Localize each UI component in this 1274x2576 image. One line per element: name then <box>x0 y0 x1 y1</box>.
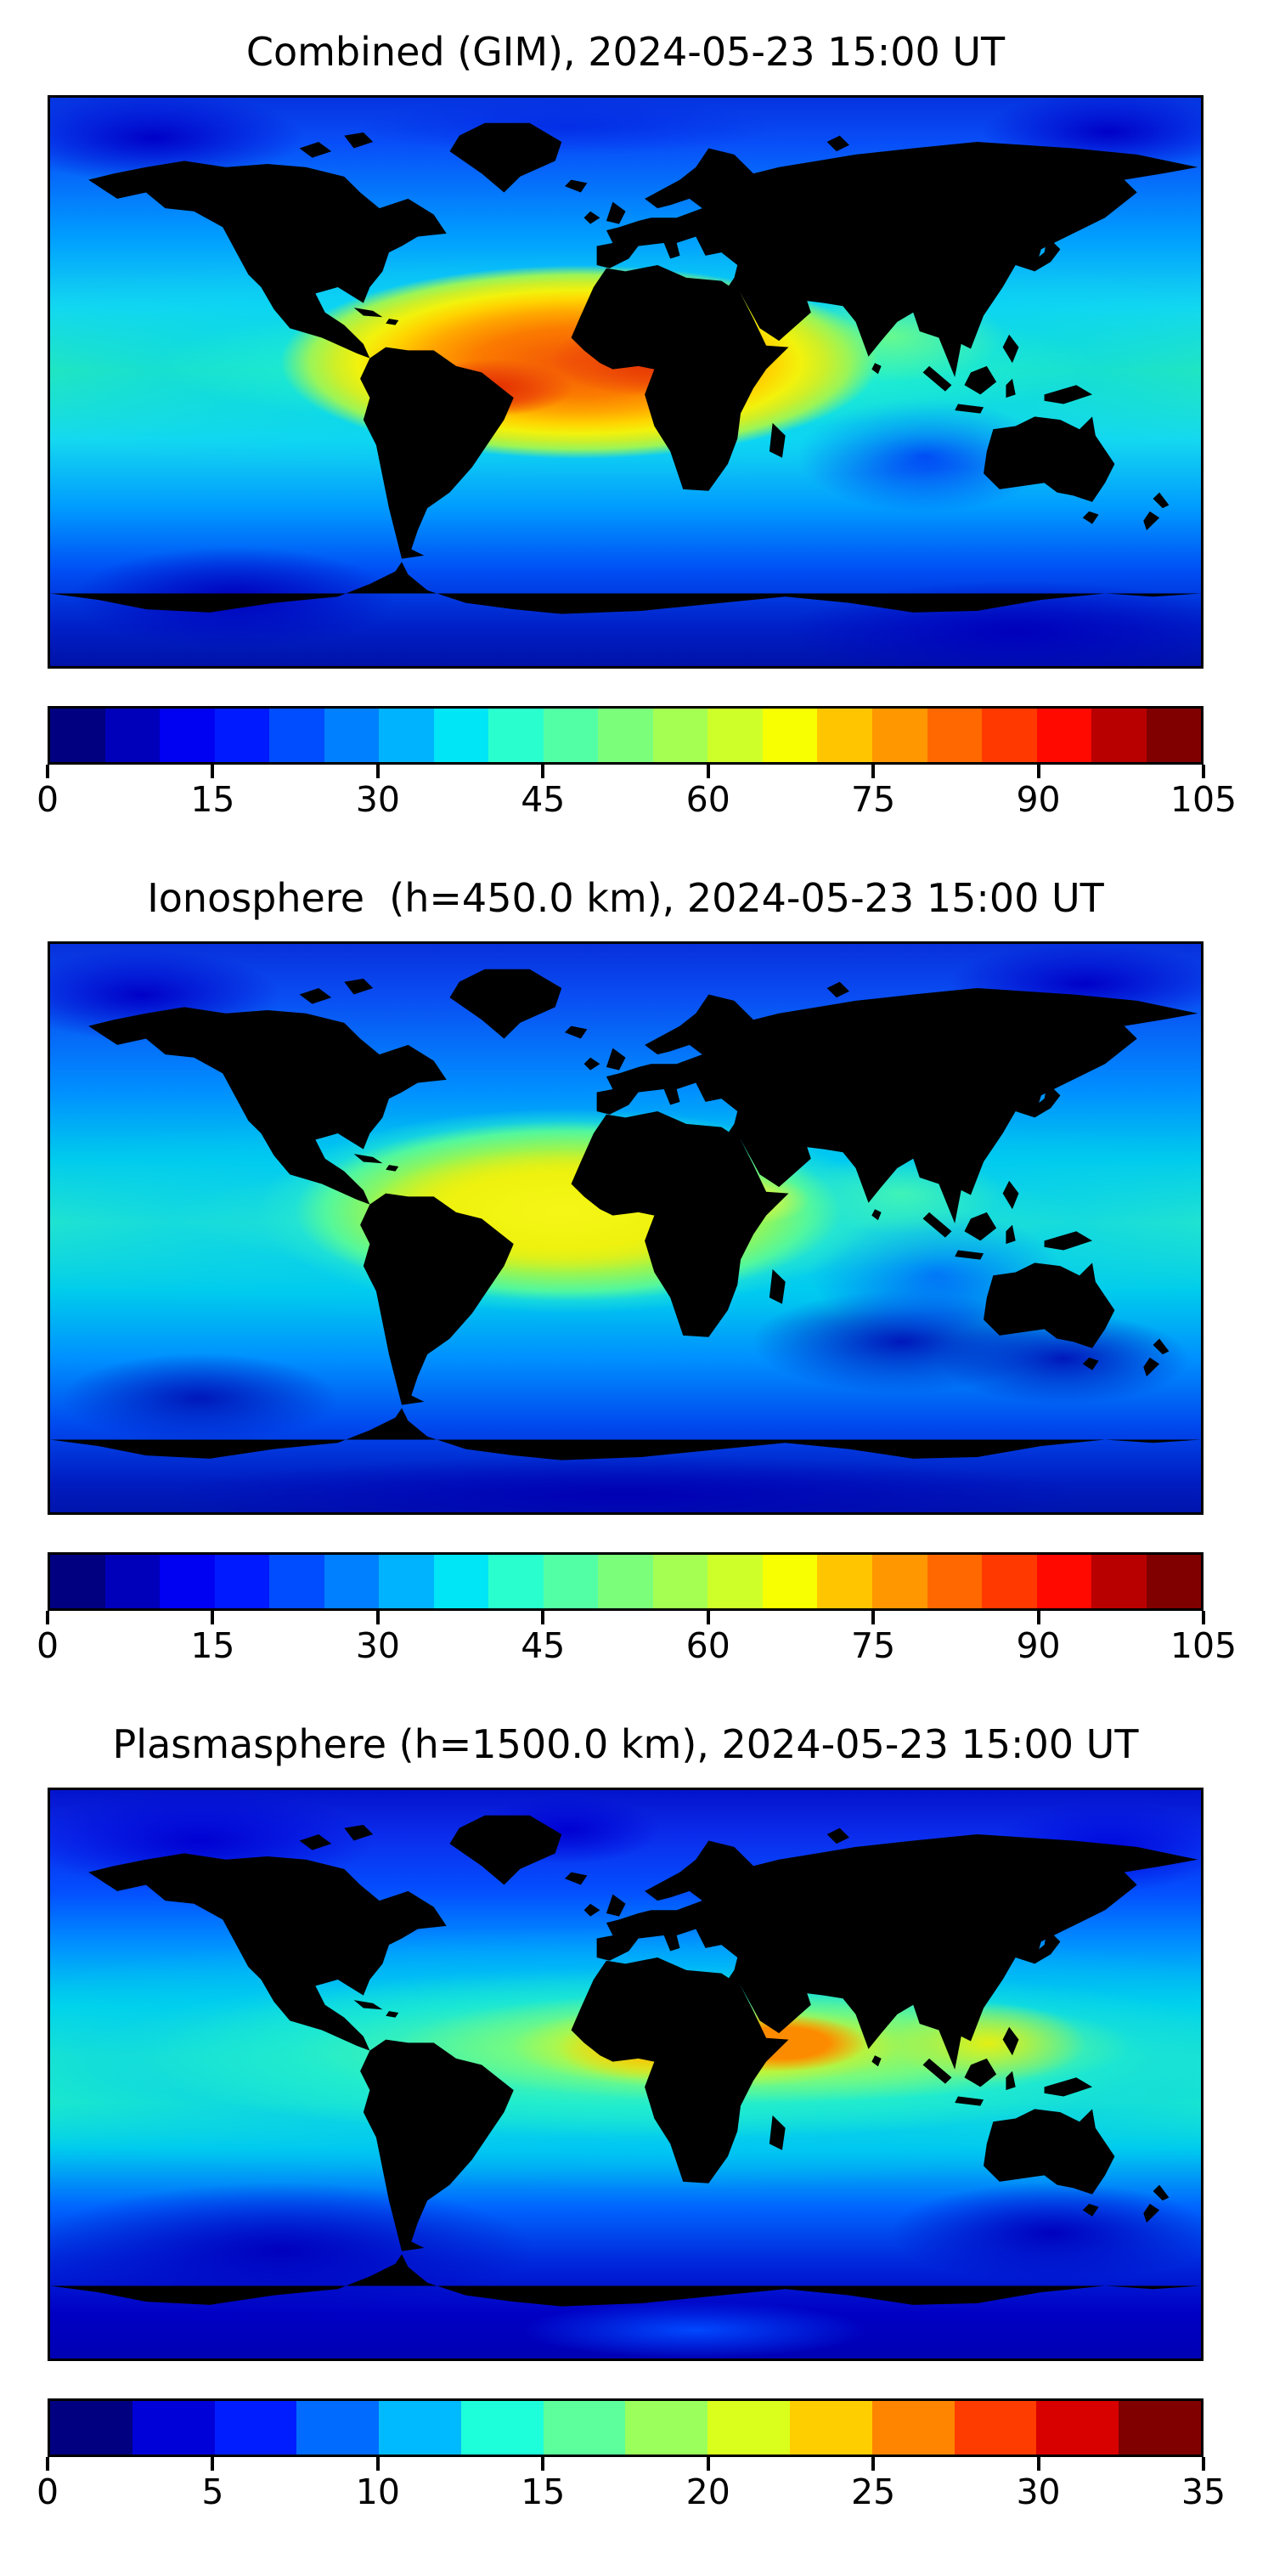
colorbar-tick-label: 35 <box>1181 2471 1226 2512</box>
colorbar-tick-mark <box>871 765 876 778</box>
colorbar-tick-mark <box>211 765 215 778</box>
colorbar-tick-mark <box>375 1611 380 1624</box>
colorbar-tick-label: 0 <box>36 1625 59 1666</box>
colorbar-tick-mark <box>375 2457 380 2471</box>
panel-title-ionosphere: Ionosphere (h=450.0 km), 2024-05-23 15:0… <box>147 875 1104 921</box>
colorbar-tick-label: 25 <box>851 2471 896 2512</box>
colorbar-tick-mark <box>211 2457 215 2471</box>
colorbar-tick-mark <box>1036 1611 1040 1624</box>
colorbar-tick-mark <box>541 765 545 778</box>
colorbar-tick-mark <box>541 2457 545 2471</box>
colorbar-tick-label: 45 <box>521 1625 566 1666</box>
panel-ionosphere: Ionosphere (h=450.0 km), 2024-05-23 15:0… <box>37 873 1237 1666</box>
coastlines-overlay <box>50 969 1201 1460</box>
colorbar-tick-mark <box>541 1611 545 1624</box>
colorbar-tick-label: 15 <box>521 2471 566 2512</box>
colorbar-labels: 0 15 30 45 60 75 90 105 <box>37 1625 1237 1666</box>
colorbar-tick-mark <box>706 1611 710 1624</box>
colorbar-segments <box>50 1555 1202 1608</box>
colorbar-ticks <box>46 765 1205 778</box>
colorbar-tick-mark <box>871 2457 876 2471</box>
colorbar-tick-mark <box>1202 765 1205 778</box>
colorbar-tick-label: 10 <box>355 2471 400 2512</box>
colorbar-tick-label: 60 <box>685 779 730 820</box>
colorbar-ticks <box>46 1611 1205 1624</box>
colorbar-tick-label: 75 <box>851 779 896 820</box>
colorbar-tick-label: 30 <box>355 779 400 820</box>
colorbar-tick-label: 0 <box>36 2471 59 2512</box>
colorbar-tick-label: 20 <box>685 2471 730 2512</box>
colorbar-tick-label: 105 <box>1170 779 1237 820</box>
colorbar-segments <box>50 2401 1201 2455</box>
colorbar-tick-label: 60 <box>685 1625 730 1666</box>
colorbar-tick-label: 45 <box>521 779 566 820</box>
colorbar-tick-label: 30 <box>1016 2471 1061 2512</box>
colorbar-segments <box>50 709 1202 762</box>
coastlines-overlay <box>50 1815 1201 2307</box>
panel-combined-gim: Combined (GIM), 2024-05-23 15:00 UT 0 15 3… <box>37 27 1237 820</box>
colorbar-tick-mark <box>706 765 710 778</box>
colorbar-tick-mark <box>1202 1611 1205 1624</box>
colorbar-tick-mark <box>46 2457 49 2471</box>
colorbar-tick-mark <box>1036 765 1040 778</box>
panel-plasmasphere: Plasmasphere (h=1500.0 km), 2024-05-23 1… <box>37 1720 1226 2512</box>
colorbar-combined <box>48 706 1204 765</box>
colorbar-tick-mark <box>1202 2457 1205 2471</box>
colorbar-tick-label: 0 <box>36 779 59 820</box>
colorbar-tick-label: 15 <box>190 779 235 820</box>
colorbar-ticks <box>46 2457 1205 2471</box>
colorbar-tick-label: 15 <box>190 1625 235 1666</box>
colorbar-tick-mark <box>871 1611 876 1624</box>
colorbar-ionosphere <box>48 1552 1204 1611</box>
map-combined <box>48 95 1204 669</box>
panel-title-plasmasphere: Plasmasphere (h=1500.0 km), 2024-05-23 1… <box>112 1721 1139 1767</box>
colorbar-tick-mark <box>1036 2457 1040 2471</box>
map-plasmasphere <box>48 1788 1204 2361</box>
colorbar-labels: 0 15 30 45 60 75 90 105 <box>37 779 1237 820</box>
colorbar-plasmasphere <box>48 2398 1204 2457</box>
colorbar-tick-mark <box>46 1611 49 1624</box>
colorbar-tick-label: 30 <box>355 1625 400 1666</box>
colorbar-labels: 0 5 10 15 20 25 30 35 <box>37 2471 1226 2512</box>
colorbar-tick-label: 90 <box>1016 779 1061 820</box>
colorbar-tick-mark <box>375 765 380 778</box>
colorbar-tick-mark <box>46 765 49 778</box>
colorbar-tick-mark <box>706 2457 710 2471</box>
colorbar-tick-mark <box>211 1611 215 1624</box>
coastlines-overlay <box>50 122 1201 614</box>
map-ionosphere <box>48 941 1204 1515</box>
colorbar-tick-label: 75 <box>851 1625 896 1666</box>
panel-title-combined: Combined (GIM), 2024-05-23 15:00 UT <box>245 29 1006 75</box>
colorbar-tick-label: 90 <box>1016 1625 1061 1666</box>
colorbar-tick-label: 105 <box>1170 1625 1237 1666</box>
colorbar-tick-label: 5 <box>201 2471 224 2512</box>
